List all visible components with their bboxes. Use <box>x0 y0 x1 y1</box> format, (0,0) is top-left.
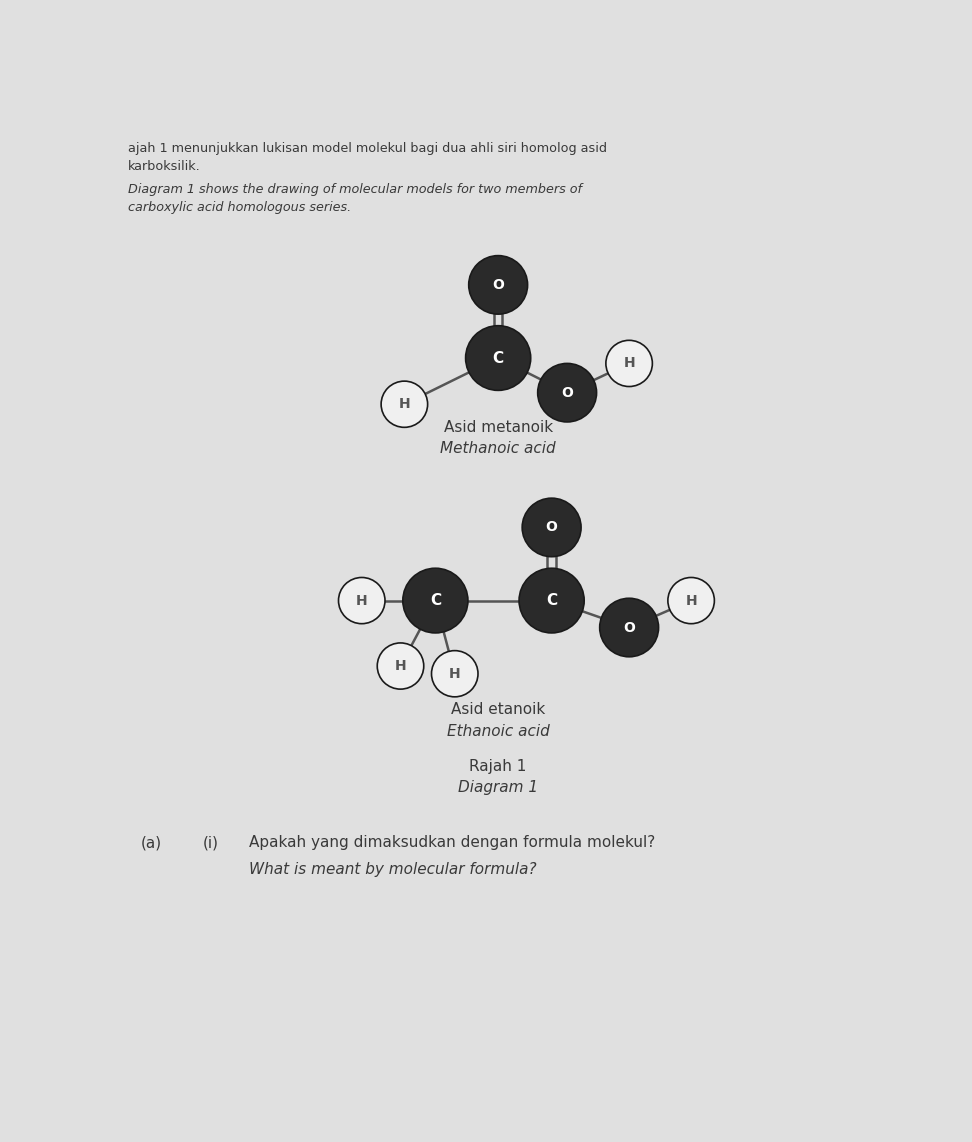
Text: (a): (a) <box>141 836 162 851</box>
Text: H: H <box>449 667 461 681</box>
Text: O: O <box>545 521 558 534</box>
Circle shape <box>469 256 528 314</box>
Text: H: H <box>685 594 697 608</box>
Circle shape <box>338 578 385 624</box>
Text: Asid metanoik: Asid metanoik <box>443 420 553 435</box>
Text: ajah 1 menunjukkan lukisan model molekul bagi dua ahli siri homolog asid: ajah 1 menunjukkan lukisan model molekul… <box>127 143 607 155</box>
Text: Methanoic acid: Methanoic acid <box>440 441 556 456</box>
Text: What is meant by molecular formula?: What is meant by molecular formula? <box>250 862 537 877</box>
Circle shape <box>522 498 581 556</box>
Text: Diagram 1: Diagram 1 <box>458 780 538 795</box>
Text: H: H <box>395 659 406 673</box>
Text: H: H <box>623 356 635 370</box>
Text: H: H <box>356 594 367 608</box>
Text: C: C <box>493 351 503 365</box>
Circle shape <box>466 325 531 391</box>
Text: (i): (i) <box>203 836 219 851</box>
Circle shape <box>377 643 424 689</box>
Text: Asid etanoik: Asid etanoik <box>451 702 545 717</box>
Circle shape <box>600 598 659 657</box>
Text: Diagram 1 shows the drawing of molecular models for two members of: Diagram 1 shows the drawing of molecular… <box>127 183 581 196</box>
Circle shape <box>519 569 584 633</box>
Text: carboxylic acid homologous series.: carboxylic acid homologous series. <box>127 201 351 214</box>
Text: C: C <box>430 593 441 608</box>
Text: O: O <box>492 278 504 292</box>
Circle shape <box>538 363 597 421</box>
Circle shape <box>381 381 428 427</box>
Text: Rajah 1: Rajah 1 <box>469 758 527 773</box>
Circle shape <box>432 651 478 697</box>
Circle shape <box>668 578 714 624</box>
Text: O: O <box>623 620 635 635</box>
Text: karboksilik.: karboksilik. <box>127 160 200 174</box>
Text: Apakah yang dimaksudkan dengan formula molekul?: Apakah yang dimaksudkan dengan formula m… <box>250 836 656 851</box>
Text: O: O <box>561 386 573 400</box>
Circle shape <box>402 569 468 633</box>
Text: Ethanoic acid: Ethanoic acid <box>447 724 549 739</box>
Text: H: H <box>399 397 410 411</box>
Circle shape <box>606 340 652 386</box>
Text: C: C <box>546 593 557 608</box>
